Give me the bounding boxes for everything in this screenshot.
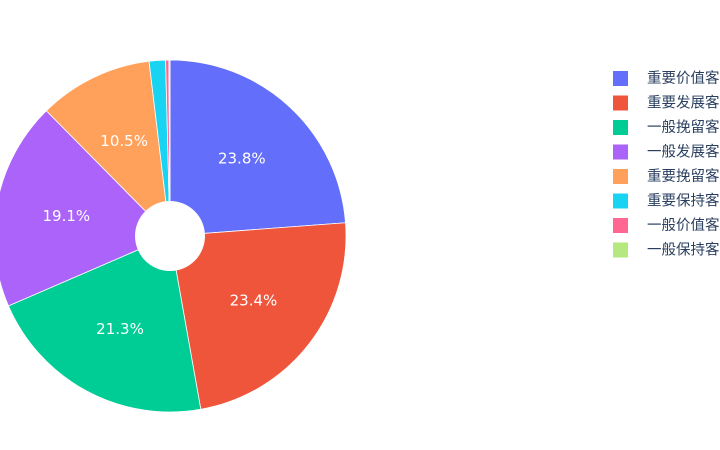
legend: 重要价值客户重要发展客户一般挽留客户一般发展客户重要挽留客户重要保持客户一般价值… bbox=[613, 70, 720, 259]
slice-label-1: 23.8% bbox=[218, 150, 266, 168]
pie-slice-2 bbox=[169, 222, 347, 410]
pie-slice-1 bbox=[169, 59, 346, 237]
slice-label-2: 23.4% bbox=[230, 292, 278, 310]
pie-slice-5 bbox=[45, 60, 171, 238]
legend-item-label-1[interactable]: 重要价值客户 bbox=[647, 70, 720, 87]
slice-label-3: 21.3% bbox=[96, 320, 144, 338]
pie-center-hole bbox=[135, 201, 205, 271]
legend-swatch-7[interactable] bbox=[613, 218, 628, 233]
pie-slice-4 bbox=[0, 110, 171, 307]
legend-item-label-2[interactable]: 重要发展客户 bbox=[647, 95, 720, 112]
legend-item-label-6[interactable]: 重要保持客户 bbox=[647, 193, 720, 210]
legend-swatch-3[interactable] bbox=[613, 120, 628, 135]
legend-swatch-8[interactable] bbox=[613, 242, 628, 258]
pie-slices bbox=[0, 59, 347, 413]
legend-item-label-5[interactable]: 重要挽留客户 bbox=[647, 168, 720, 185]
legend-item-label-7[interactable]: 一般价值客户 bbox=[647, 217, 720, 234]
pie-slice-labels: 23.8% 23.4% 21.3% 19.1% 10.5% bbox=[43, 132, 278, 338]
legend-item-label-3[interactable]: 一般挽留客户 bbox=[647, 119, 720, 136]
legend-item-label-4[interactable]: 一般发展客户 bbox=[647, 144, 720, 161]
pie-slice-8 bbox=[168, 59, 171, 237]
pie-slice-3 bbox=[7, 235, 202, 413]
legend-swatch-6[interactable] bbox=[613, 193, 628, 209]
legend-swatch-4[interactable] bbox=[613, 144, 628, 160]
legend-swatch-1[interactable] bbox=[613, 71, 628, 86]
slice-label-5: 10.5% bbox=[100, 132, 148, 150]
legend-swatch-5[interactable] bbox=[613, 169, 628, 184]
slice-label-4: 19.1% bbox=[43, 207, 91, 225]
legend-swatch-2[interactable] bbox=[613, 95, 628, 111]
legend-item-label-8[interactable]: 一般保持客户 bbox=[647, 242, 720, 259]
